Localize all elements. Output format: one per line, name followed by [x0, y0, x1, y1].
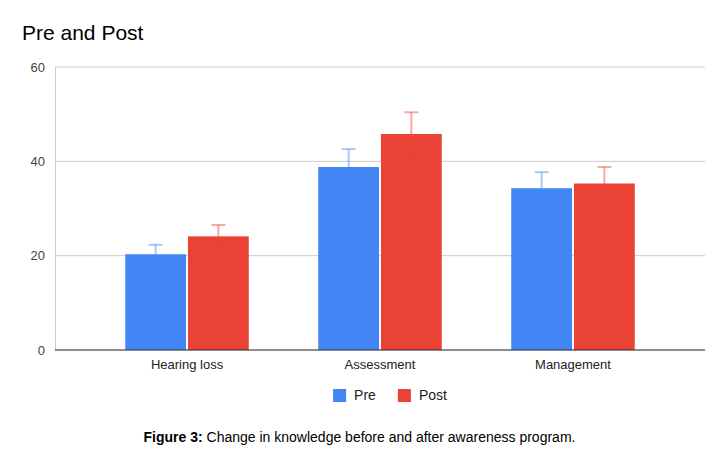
y-axis-line: [55, 68, 56, 351]
series: [188, 134, 635, 350]
error-line: [348, 149, 350, 185]
error-line: [217, 225, 219, 248]
y-tick-label: 60: [31, 60, 45, 75]
error-line: [410, 112, 412, 155]
y-tick-label: 40: [31, 154, 45, 169]
error-cap: [535, 171, 549, 173]
x-tick: Assessment: [345, 350, 416, 372]
legend: Pre Post: [333, 387, 447, 403]
plot-area: [125, 112, 635, 350]
error-cap: [211, 247, 225, 249]
error-bar: [404, 112, 418, 155]
error-cap: [211, 224, 225, 226]
legend-item: Post: [398, 387, 447, 403]
series: [125, 167, 572, 350]
legend-label: Post: [419, 387, 447, 403]
error-bar: [342, 149, 356, 185]
error-cap: [597, 166, 611, 168]
x-tick: Hearing loss: [151, 350, 224, 372]
error-line: [603, 167, 605, 200]
y-tick: 40: [31, 154, 55, 169]
error-cap: [342, 148, 356, 150]
y-tick-label: 20: [31, 248, 45, 263]
error-line: [541, 172, 543, 204]
error-cap: [404, 111, 418, 113]
y-tick: 0: [38, 343, 55, 358]
y-axis: 0 20 40 60: [31, 60, 56, 358]
chart: Pre and Post 0 20 40 60 Hearing loss Assessmen…: [0, 0, 719, 454]
error-cap: [149, 244, 163, 246]
error-bar: [597, 167, 611, 200]
bar: [574, 184, 635, 350]
x-tick-label: Assessment: [345, 357, 416, 372]
grid-line: [55, 161, 705, 162]
x-tick-label: Management: [535, 357, 611, 372]
error-bars: [211, 112, 611, 247]
error-bar: [149, 245, 163, 264]
title: Pre and Post: [22, 21, 144, 44]
bar: [381, 134, 442, 350]
grid-line: [55, 67, 705, 68]
legend-label: Pre: [354, 387, 376, 403]
y-tick-label: 0: [38, 343, 45, 358]
legend-swatch: [398, 389, 411, 402]
x-tick-label: Hearing loss: [151, 357, 224, 372]
error-bar: [211, 225, 225, 248]
y-tick: 60: [31, 60, 55, 75]
y-tick: 20: [31, 248, 55, 263]
x-tick: Management: [535, 350, 611, 372]
error-cap: [149, 263, 163, 265]
grid-line: [55, 350, 705, 351]
error-bars: [149, 149, 549, 264]
grid: [55, 67, 705, 350]
x-axis: Hearing loss Assessment Management: [55, 350, 705, 372]
figure-label: Figure 3:: [144, 429, 203, 445]
x-axis-line: [55, 349, 705, 350]
bar: [318, 167, 379, 350]
error-cap: [404, 155, 418, 157]
error-bar: [535, 172, 549, 204]
legend-item: Pre: [333, 387, 376, 403]
error-cap: [597, 199, 611, 201]
bar: [511, 188, 572, 350]
bar: [125, 254, 186, 350]
bar: [188, 236, 249, 350]
caption-text: Change in knowledge before and after awa…: [207, 429, 576, 445]
error-cap: [342, 184, 356, 186]
caption: Figure 3: Change in knowledge before and…: [144, 429, 576, 445]
error-line: [155, 245, 157, 264]
legend-swatch: [333, 389, 346, 402]
error-cap: [535, 203, 549, 205]
